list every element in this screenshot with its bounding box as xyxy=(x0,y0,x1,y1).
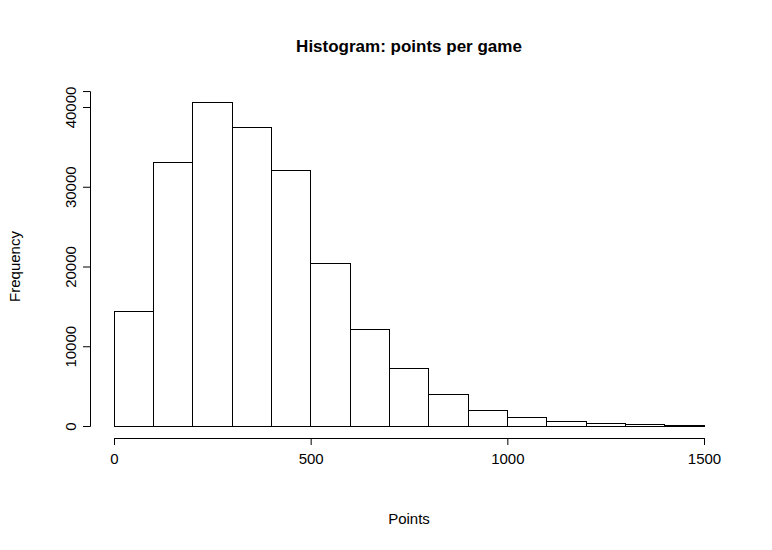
histogram-bar xyxy=(114,312,153,426)
histogram-bar xyxy=(507,417,546,426)
y-axis-title: Frequency xyxy=(6,231,23,302)
y-tick-mark xyxy=(83,187,90,188)
histogram-bar xyxy=(547,421,586,426)
x-tick-label: 0 xyxy=(110,450,118,467)
x-tick-mark xyxy=(507,438,508,445)
histogram-bar xyxy=(468,410,507,426)
histogram-bar xyxy=(350,330,389,426)
histogram-bar xyxy=(586,424,625,426)
bars xyxy=(114,102,704,426)
y-tick: 10000 xyxy=(62,326,90,368)
y-tick: 40000 xyxy=(62,87,90,129)
x-tick-label: 1000 xyxy=(491,450,524,467)
chart: 0 500 1000 1500 0 10000 20000 30000 40000 Histogr… xyxy=(0,0,772,550)
x-tick: 500 xyxy=(299,438,324,467)
y-tick-mark xyxy=(83,107,90,108)
x-tick-mark xyxy=(114,438,115,445)
histogram-bar xyxy=(153,162,192,426)
x-tick: 0 xyxy=(110,438,118,467)
x-tick: 1000 xyxy=(491,438,524,467)
y-axis: 0 10000 20000 30000 40000 xyxy=(62,87,91,431)
y-tick: 20000 xyxy=(62,246,90,288)
x-tick-label: 500 xyxy=(299,450,324,467)
x-axis-title: Points xyxy=(388,510,430,527)
histogram-bar xyxy=(665,425,704,427)
y-axis-line xyxy=(83,92,91,427)
title: Histogram: points per game xyxy=(296,37,522,56)
y-tick: 30000 xyxy=(62,166,90,208)
x-axis-line xyxy=(115,439,705,446)
histogram-bar xyxy=(193,102,232,426)
x-tick-label: 1500 xyxy=(688,450,721,467)
y-tick-label: 10000 xyxy=(62,326,79,368)
histogram-bar xyxy=(389,369,428,426)
y-tick-mark xyxy=(83,426,90,427)
histogram-bar xyxy=(232,128,271,426)
histogram-bar xyxy=(311,263,350,426)
y-tick-label: 20000 xyxy=(62,246,79,288)
histogram-bar xyxy=(271,171,310,426)
x-tick: 1500 xyxy=(688,438,721,467)
y-tick-mark xyxy=(83,267,90,268)
y-tick: 0 xyxy=(62,422,90,430)
x-tick-mark xyxy=(704,438,705,445)
histogram-bar xyxy=(625,424,664,426)
y-tick-label: 40000 xyxy=(62,87,79,129)
x-axis: 0 500 1000 1500 xyxy=(110,438,721,467)
histogram-bar xyxy=(429,395,468,426)
y-tick-label: 30000 xyxy=(62,166,79,208)
y-tick-mark xyxy=(83,346,90,347)
y-tick-label: 0 xyxy=(62,422,79,430)
x-tick-mark xyxy=(311,438,312,445)
